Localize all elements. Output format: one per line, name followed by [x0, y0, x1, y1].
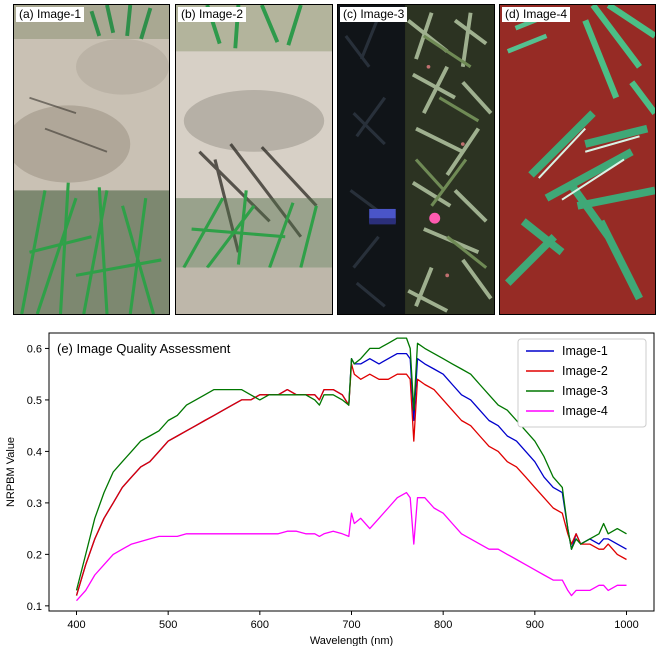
y-tick-label: 0.6 [27, 343, 42, 355]
legend-label-image-4: Image-4 [562, 404, 608, 418]
line-chart: 400 500 600 700 800 900 1000 0.1 0.2 0.3 0.4 0.5 0.6… [5, 332, 655, 646]
series-line-image-4 [76, 491, 627, 602]
image-2-field-photo [176, 5, 332, 314]
panel-label-3: (c) Image-3 [340, 7, 408, 22]
y-axis-title: NRPBM Value [5, 437, 17, 507]
series-lines [75, 337, 627, 602]
series-line-image-2 [75, 363, 627, 596]
series-line-image-3 [75, 337, 627, 591]
image-panel-4: (d) Image-4 [499, 4, 656, 315]
axis-ticks: 400 500 600 700 800 900 1000 0.1 0.2 0.3 0.4 0.5 0.6 [27, 343, 639, 631]
chart-legend: Image-1 Image-2 Image-3 Image-4 [517, 338, 647, 428]
x-tick-label: 700 [342, 619, 360, 631]
x-tick-label: 500 [159, 619, 177, 631]
image-1-field-photo [14, 5, 169, 314]
legend-label-image-3: Image-3 [562, 384, 608, 398]
x-tick-label: 600 [251, 619, 269, 631]
image-3-field-photo [338, 5, 494, 314]
image-4-field-photo [500, 5, 655, 314]
chart-title: (e) Image Quality Assessment [57, 341, 231, 356]
x-axis-title: Wavelength (nm) [310, 635, 393, 646]
x-tick-label: 1000 [614, 619, 638, 631]
panel-label-4: (d) Image-4 [502, 7, 571, 22]
legend-box [517, 338, 647, 428]
image-panel-3: (c) Image-3 [337, 4, 495, 315]
y-tick-label: 0.4 [27, 446, 42, 458]
legend-label-image-1: Image-1 [562, 344, 608, 358]
x-tick-label: 900 [526, 619, 544, 631]
y-tick-label: 0.2 [27, 549, 42, 561]
image-panel-2: (b) Image-2 [175, 4, 333, 315]
panel-label-1: (a) Image-1 [16, 7, 85, 22]
y-tick-label: 0.5 [27, 395, 42, 407]
x-tick-label: 800 [434, 619, 452, 631]
y-tick-label: 0.3 [27, 498, 42, 510]
x-tick-label: 400 [67, 619, 85, 631]
image-panel-1: (a) Image-1 [13, 4, 170, 315]
legend-label-image-2: Image-2 [562, 364, 608, 378]
panel-label-2: (b) Image-2 [178, 7, 247, 22]
y-tick-label: 0.1 [27, 601, 42, 613]
